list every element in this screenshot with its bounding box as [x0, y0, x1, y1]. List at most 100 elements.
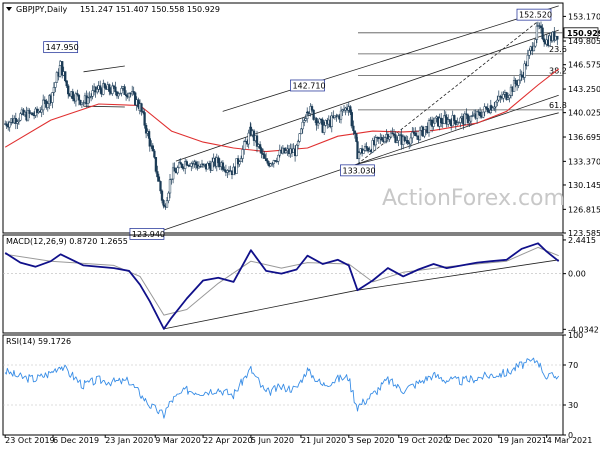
- candle-body: [494, 101, 497, 108]
- candle-body: [173, 167, 176, 172]
- candle-body: [463, 113, 467, 125]
- price-annotation-box: [43, 41, 79, 54]
- price-annotation-box: [290, 79, 325, 92]
- candle-body: [236, 158, 240, 165]
- candle-body: [366, 147, 370, 152]
- fibonacci-label: 61.8: [549, 101, 567, 110]
- x-tick-label: 19 Jan 2021: [499, 436, 547, 445]
- candle-body: [179, 162, 182, 165]
- price-annotation-label: 123.940: [132, 230, 165, 239]
- candle-body: [383, 137, 387, 143]
- candle-body: [475, 111, 479, 119]
- candle-body: [108, 84, 111, 92]
- candle-body: [76, 93, 79, 96]
- price-annotation-label: 133.030: [342, 166, 375, 175]
- candle-body: [534, 39, 537, 47]
- candle-body: [194, 161, 198, 166]
- candle-body: [264, 158, 268, 161]
- candle-body: [181, 163, 184, 168]
- price-annotation-label: 147.950: [46, 43, 79, 52]
- moving-average-line: [4, 68, 560, 153]
- candle-body: [526, 54, 529, 67]
- candle-body: [301, 121, 304, 130]
- candle-body: [312, 109, 315, 120]
- candle-body: [51, 92, 54, 103]
- candle-body: [176, 167, 179, 174]
- fibonacci-label: 23.6: [549, 45, 567, 54]
- candle-body: [499, 95, 502, 98]
- trendline-consolidation-top: [83, 65, 125, 73]
- x-tick-label: 6 Dec 2019: [53, 436, 99, 445]
- price-annotation-label: 152.520: [519, 11, 552, 20]
- macd-y-axis-tick-label: 0.00: [568, 270, 586, 279]
- candle-body: [134, 92, 137, 106]
- candle-body: [478, 111, 482, 116]
- candle-body: [389, 132, 393, 138]
- candle-body: [350, 112, 353, 127]
- candle-body: [523, 63, 526, 78]
- candle-body: [117, 93, 120, 97]
- candle-body: [86, 97, 90, 104]
- x-tick-label: 5 Jun 2020: [251, 436, 294, 445]
- candle-body: [16, 121, 19, 124]
- candle-body: [14, 118, 17, 124]
- candle-body: [162, 204, 166, 207]
- candle-body: [43, 99, 46, 102]
- candle-body: [414, 132, 417, 137]
- candle-body: [151, 145, 154, 152]
- trendline-channel-lower: [163, 94, 559, 231]
- price-y-axis-tick-label: 130.145: [568, 181, 600, 190]
- x-tick-label: 3 Sep 2020: [349, 436, 395, 445]
- candle-body: [269, 163, 272, 167]
- candle-body: [380, 137, 383, 141]
- x-tick-label: 23 Jan 2020: [105, 436, 153, 445]
- candle-body: [541, 27, 544, 40]
- candle-body: [170, 178, 173, 180]
- candle-body: [96, 89, 99, 93]
- candle-body: [52, 87, 56, 93]
- candle-body: [306, 111, 309, 114]
- candle-body: [330, 115, 333, 127]
- x-tick-label: 2 Dec 2020: [447, 436, 493, 445]
- price-y-axis-tick-label: 153.170: [568, 12, 600, 21]
- trendline-channel-upper: [222, 5, 559, 112]
- candle-body: [120, 88, 123, 94]
- candle-body: [153, 150, 156, 158]
- candle-body: [459, 117, 462, 123]
- candle-body: [46, 103, 49, 108]
- candle-body: [132, 91, 135, 94]
- macd-panel: MACD(12,26,9) 0.8720 1.2655 2.4415 0.00 -4.…: [2, 234, 599, 334]
- candle-body: [148, 138, 151, 147]
- macd-line: [4, 242, 560, 330]
- candle-body: [118, 92, 122, 95]
- candle-body: [140, 103, 143, 112]
- x-tick-label: 22 Apr 2020: [203, 436, 252, 445]
- macd-y-axis-tick-label: 2.4415: [568, 236, 596, 245]
- candle-body: [261, 153, 265, 155]
- candle-body: [190, 163, 193, 167]
- candle-body: [456, 122, 459, 125]
- candle-body: [483, 106, 486, 113]
- candle-body: [448, 119, 451, 123]
- candle-body: [506, 97, 510, 100]
- price-panel-frame: [2, 2, 564, 234]
- chart-title: GBPJPY,Daily: [16, 5, 67, 14]
- candle-body: [528, 50, 531, 56]
- candle-body: [496, 99, 499, 103]
- price-y-axis-tick-label: 133.370: [568, 157, 600, 166]
- candle-body: [80, 102, 84, 105]
- candle-body: [197, 166, 201, 169]
- x-tick-label: 9 Mar 2020: [155, 436, 201, 445]
- price-annotation-box: [129, 228, 165, 240]
- candle-body: [535, 25, 539, 40]
- candle-body: [303, 120, 306, 123]
- candle-body: [238, 161, 241, 165]
- candle-body: [221, 162, 225, 170]
- candle-body: [465, 113, 468, 116]
- macd-trendline: [357, 259, 559, 291]
- candle-body: [345, 107, 349, 110]
- candle-body: [532, 45, 536, 52]
- candle-body: [304, 118, 307, 121]
- candle-body: [157, 176, 161, 182]
